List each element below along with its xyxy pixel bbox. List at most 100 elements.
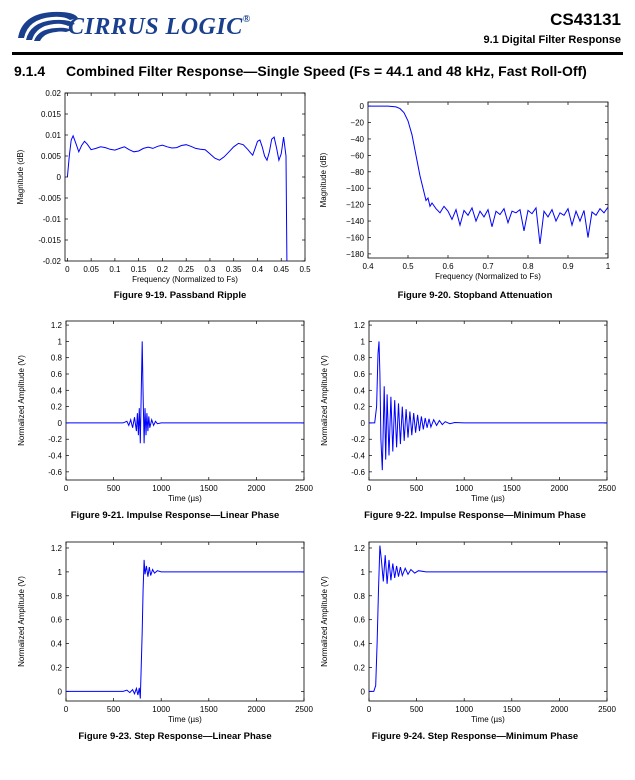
- fig19-ytick-label: -0.01: [43, 215, 62, 224]
- fig24-xtick-label: 2000: [551, 705, 569, 714]
- section-title-text: Combined Filter Response—Single Speed (F…: [66, 63, 587, 79]
- fig20-ytick-label: −180: [346, 250, 365, 259]
- fig24-chart: 0 500 1000 1500 2000 2500 0 0.2 0.4 0.6 0.8 1 1.2 Tim…: [320, 541, 616, 724]
- fig21-xtick-label: 2000: [248, 484, 266, 493]
- fig19-xtick-label: 0.15: [131, 265, 147, 274]
- fig19-ytick-label: 0.01: [45, 131, 61, 140]
- fig21-xtick-label: 2500: [295, 484, 313, 493]
- fig20-ytick-label: −100: [346, 184, 365, 193]
- fig21-ytick-label: 0.6: [51, 370, 63, 379]
- fig20-plot-frame: [367, 101, 609, 259]
- fig23-xtick-label: 1000: [152, 705, 170, 714]
- fig19-xtick-label: 0.45: [273, 265, 289, 274]
- fig20-xtick-label: 0.7: [482, 262, 494, 271]
- fig23-ytick-label: 1.2: [51, 544, 63, 553]
- fig24-ytick-label: 0.6: [354, 616, 366, 625]
- fig23-xlabel: Time (µs): [168, 715, 202, 724]
- fig21-chart: 0 500 1000 1500 2000 2500 -0.6 -0.4 -0.2 0 0.2 0.4 0…: [17, 320, 313, 503]
- fig19-plot-frame: [64, 92, 306, 262]
- caption-fig24: Figure 9-24. Step Response—Minimum Phase: [371, 731, 579, 742]
- fig19-ytick-label: 0.005: [41, 152, 62, 161]
- fig20-ytick-label: −20: [350, 119, 364, 128]
- fig22-xtick-label: 2500: [598, 484, 616, 493]
- page-header: CIRRUS LOGIC® CS43131 9.1 Digital Filter…: [0, 0, 635, 58]
- fig21-ytick-label: 1.2: [51, 321, 63, 330]
- fig24-ytick-label: 0.2: [354, 664, 366, 673]
- caption-fig19: Figure 9-19. Passband Ripple: [113, 290, 247, 301]
- caption-fig22: Figure 9-22. Impulse Response—Minimum Ph…: [364, 510, 586, 521]
- caption-fig20: Figure 9-20. Stopband Attenuation: [397, 290, 553, 301]
- fig19-xtick-label: 0.2: [157, 265, 169, 274]
- fig19-xtick-label: 0.25: [178, 265, 194, 274]
- fig20-ytick-label: −120: [346, 201, 365, 210]
- fig19-xlabel: Frequency (Normalized to Fs): [132, 275, 238, 284]
- fig19-xtick-label: 0.5: [299, 265, 311, 274]
- fig19-ytick-label: -0.005: [38, 194, 61, 203]
- fig22-ytick-label: 0.8: [354, 354, 366, 363]
- fig22-ytick-label: 1.2: [354, 321, 366, 330]
- fig23-xtick-label: 0: [64, 705, 69, 714]
- fig24-xlabel: Time (µs): [471, 715, 505, 724]
- fig24-ytick-label: 0: [361, 687, 366, 696]
- fig23-xtick-label: 500: [107, 705, 121, 714]
- fig24-ytick-label: 1: [361, 568, 366, 577]
- fig24-ytick-label: 1.2: [354, 544, 366, 553]
- fig24-xtick-label: 500: [410, 705, 424, 714]
- fig20-xtick-label: 0.6: [442, 262, 454, 271]
- fig19-ytick-label: 0: [57, 173, 62, 182]
- fig22-xlabel: Time (µs): [471, 494, 505, 503]
- fig22-plot-frame: [368, 320, 608, 481]
- fig22-ytick-label: 1: [361, 337, 366, 346]
- fig20-series-line: [368, 105, 608, 245]
- fig21-ytick-label: 0.8: [51, 354, 63, 363]
- fig21-ytick-label: 0.2: [51, 403, 63, 412]
- cirrus-logic-logo: [18, 11, 78, 41]
- fig24-plot-frame: [368, 541, 608, 702]
- fig22-ytick-label: 0.6: [354, 370, 366, 379]
- fig21-xtick-label: 500: [107, 484, 121, 493]
- fig22-ytick-label: -0.2: [351, 435, 365, 444]
- fig19-chart: 0 0.05 0.1 0.15 0.2 0.25 0.3 0.35 0.4 0.45 0.5 -0.0…: [16, 89, 311, 284]
- fig20-xtick-label: 0.4: [362, 262, 374, 271]
- fig19-ylabel: Magnitude (dB): [16, 149, 25, 204]
- fig21-xlabel: Time (µs): [168, 494, 202, 503]
- fig22-ylabel: Normalized Amplitude (V): [320, 355, 329, 446]
- fig24-xtick-label: 0: [367, 705, 372, 714]
- fig19-ytick-label: -0.015: [38, 236, 61, 245]
- fig19-ytick-label: 0.02: [45, 89, 61, 98]
- fig22-chart: 0 500 1000 1500 2000 2500 -0.6 -0.4 -0.2 0 0.2 0.4 0…: [320, 320, 616, 503]
- fig19-xtick-label: 0: [65, 265, 70, 274]
- section-header: 9.1 Digital Filter Response: [483, 34, 621, 46]
- fig22-ytick-label: 0.2: [354, 403, 366, 412]
- fig23-ylabel: Normalized Amplitude (V): [17, 576, 26, 667]
- fig24-series-line: [369, 545, 607, 692]
- fig20-ytick-label: −140: [346, 217, 365, 226]
- fig23-xtick-label: 1500: [200, 705, 218, 714]
- fig20-ytick-label: −60: [350, 151, 364, 160]
- fig21-ytick-label: -0.6: [48, 468, 62, 477]
- fig24-xtick-label: 1500: [503, 705, 521, 714]
- fig24-ylabel: Normalized Amplitude (V): [320, 576, 329, 667]
- fig20-xtick-label: 0.9: [562, 262, 574, 271]
- fig20-ytick-label: −40: [350, 135, 364, 144]
- fig24-xtick-label: 1000: [455, 705, 473, 714]
- fig23-chart: 0 500 1000 1500 2000 2500 0 0.2 0.4 0.6 0.8 1 1.2 Tim…: [17, 541, 313, 724]
- fig22-ytick-label: -0.4: [351, 452, 365, 461]
- fig19-xtick-label: 0.4: [252, 265, 264, 274]
- fig21-ytick-label: -0.4: [48, 452, 62, 461]
- fig23-ytick-label: 0.4: [51, 640, 63, 649]
- fig19-series-line: [66, 134, 288, 261]
- fig20-xtick-label: 0.5: [402, 262, 414, 271]
- fig23-ytick-label: 0.8: [51, 592, 63, 601]
- fig22-ytick-label: 0: [361, 419, 366, 428]
- fig23-ytick-label: 0: [58, 687, 63, 696]
- fig19-xtick-label: 0.3: [204, 265, 216, 274]
- fig23-ytick-label: 0.2: [51, 664, 63, 673]
- fig20-ytick-label: −160: [346, 233, 365, 242]
- fig20-xtick-label: 0.8: [522, 262, 534, 271]
- fig20-xtick-label: 1: [606, 262, 611, 271]
- fig20-chart: 0.4 0.5 0.6 0.7 0.8 0.9 1 0 −20 −40 −60 −80 −100 −120…: [319, 101, 611, 281]
- company-name: CIRRUS LOGIC®: [68, 14, 251, 40]
- fig21-ytick-label: 0: [58, 419, 63, 428]
